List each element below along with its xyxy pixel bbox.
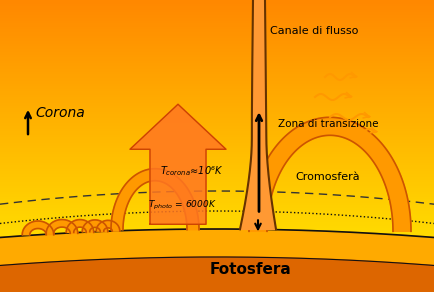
Text: Zona di transizione: Zona di transizione bbox=[277, 119, 378, 129]
Polygon shape bbox=[66, 220, 94, 232]
Text: $T_{corona}$≈10⁶K: $T_{corona}$≈10⁶K bbox=[160, 164, 223, 178]
Polygon shape bbox=[96, 220, 119, 231]
Text: $T_{photo}$ = 6000K: $T_{photo}$ = 6000K bbox=[148, 199, 216, 212]
Polygon shape bbox=[130, 104, 226, 224]
Text: Cromosferà: Cromosferà bbox=[294, 172, 359, 182]
Text: Corona: Corona bbox=[35, 106, 85, 120]
Polygon shape bbox=[22, 221, 54, 235]
Polygon shape bbox=[111, 169, 198, 230]
Polygon shape bbox=[240, 0, 275, 229]
Text: Fotosfera: Fotosfera bbox=[210, 262, 291, 277]
Polygon shape bbox=[248, 117, 410, 231]
Polygon shape bbox=[46, 220, 78, 233]
Text: Canale di flusso: Canale di flusso bbox=[270, 26, 358, 36]
Polygon shape bbox=[82, 220, 108, 232]
